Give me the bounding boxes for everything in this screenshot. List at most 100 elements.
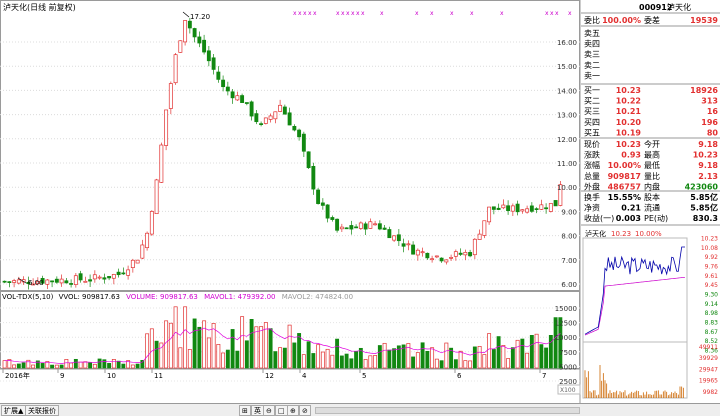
candle-body [415, 249, 420, 256]
candle-body [491, 206, 496, 210]
buy-level-label: 买四 [584, 118, 600, 127]
event-marker[interactable]: x [356, 10, 360, 17]
candle-body [149, 211, 154, 235]
candle-body [73, 275, 78, 285]
candle-body [111, 274, 116, 279]
volume-bar [183, 306, 188, 369]
candle-body [249, 101, 254, 117]
volume-bar [192, 318, 197, 369]
event-marker[interactable]: x [555, 10, 559, 17]
event-marker[interactable]: x [303, 10, 307, 17]
volume-bar [240, 316, 245, 369]
mini-price-tick: 9.14 [705, 301, 719, 308]
vol-indicator-name: VOL-TDX(5,10) [2, 293, 54, 301]
volume-bar [2, 360, 7, 369]
related-quote-button[interactable]: 关联报价 [25, 405, 59, 416]
event-marker[interactable]: x [415, 10, 419, 17]
event-marker[interactable]: x [380, 10, 384, 17]
toolbar-tab-4[interactable]: □ [275, 405, 288, 416]
event-marker[interactable]: x [298, 10, 302, 17]
event-marker[interactable]: x [346, 10, 350, 17]
event-marker[interactable]: x [336, 10, 340, 17]
stat-value: 0.93 [621, 151, 641, 160]
volume-bar [154, 340, 159, 369]
mini-volume-tick: 49911 [699, 344, 718, 351]
volume-bar [206, 337, 211, 369]
event-marker[interactable]: x [545, 10, 549, 17]
event-marker[interactable]: x [293, 10, 297, 17]
price-tick-label: 9.00 [561, 208, 577, 216]
main-chart-title: 泸天化(日线 前复权) [3, 2, 76, 12]
event-marker[interactable]: x [430, 10, 434, 17]
candle-body [168, 83, 173, 109]
expand-button[interactable]: 扩展▲ [1, 405, 27, 416]
volume-bar [59, 364, 64, 369]
volume-bar [259, 326, 264, 369]
toolbar-tab-5[interactable]: ⊕ [287, 405, 299, 416]
event-marker[interactable]: x [341, 10, 345, 17]
stat-label: 净资 [584, 203, 600, 213]
volume-bar [278, 347, 283, 369]
volume-bar [21, 362, 26, 369]
event-marker[interactable]: x [308, 10, 312, 17]
volume-bar [434, 358, 439, 369]
stat-value: 10.00% [608, 161, 641, 170]
volume-bar [354, 351, 359, 369]
candle-body [287, 112, 292, 126]
mini-price-frame [582, 237, 688, 351]
stat-label: 最高 [644, 150, 660, 160]
stat-value: 5.85亿 [690, 192, 718, 202]
candle-body [558, 184, 563, 206]
volume-bar [306, 341, 311, 369]
buy-level-label: 买一 [584, 86, 600, 95]
toolbar-tab-6[interactable]: ⊘ [299, 405, 311, 416]
mini-price-tick: 8.83 [705, 320, 719, 327]
event-marker[interactable]: x [313, 10, 317, 17]
stat-label: 量比 [644, 171, 660, 181]
volume-bar [449, 347, 454, 369]
candle-body [259, 123, 264, 125]
candle-body [377, 223, 382, 230]
candle-body [135, 259, 140, 264]
candle-body [69, 283, 74, 285]
volume-bar [387, 349, 392, 369]
volume-bar [221, 352, 226, 369]
candle-body [83, 280, 88, 283]
event-marker[interactable]: x [500, 10, 504, 17]
weibi-value: 100.00% [602, 16, 641, 25]
volume-tick-label: 5000 [559, 363, 577, 371]
toolbar-tab-3[interactable]: ⊖ [263, 405, 275, 416]
volume-bar [187, 349, 192, 369]
volume-bar [420, 342, 425, 369]
buy-level-volume: 80 [707, 128, 719, 137]
volume-bar [320, 351, 325, 369]
horizontal-scrollbar[interactable] [315, 407, 580, 414]
event-marker[interactable]: x [361, 10, 365, 17]
volume-bar [468, 360, 473, 369]
stat-label: PE(动) [644, 213, 668, 223]
volume-bar [12, 364, 17, 369]
volume-bar [273, 351, 278, 369]
stat-label: 最低 [644, 160, 660, 170]
event-marker[interactable]: x [470, 10, 474, 17]
volume-axis: 15000 12500 10000 7500 5000 2500 [555, 305, 577, 386]
mini-intraday-chart[interactable]: 泸天化 10.23 10.00% 10.23 10.08 9.92 9.76 9.61 9.45… [582, 229, 719, 399]
volume-bar [145, 333, 150, 369]
volume-bar [411, 356, 416, 369]
volume-bar [520, 338, 525, 369]
stock-name: 泸天化 [667, 2, 691, 12]
event-marker[interactable]: x [568, 10, 572, 17]
candle-body [54, 278, 59, 283]
mini-price-tick: 10.23 [701, 236, 718, 243]
volume-bar [16, 363, 21, 369]
event-marker[interactable]: x [450, 10, 454, 17]
volume-tick-label: 2500 [559, 378, 577, 386]
toolbar-tab-1[interactable]: ⊞ [239, 405, 251, 416]
volume-bar [349, 358, 354, 369]
volume-bar [415, 352, 420, 369]
event-marker[interactable]: x [550, 10, 554, 17]
mini-price-tick: 9.61 [705, 273, 719, 280]
candle-body [463, 252, 468, 256]
event-marker[interactable]: x [351, 10, 355, 17]
